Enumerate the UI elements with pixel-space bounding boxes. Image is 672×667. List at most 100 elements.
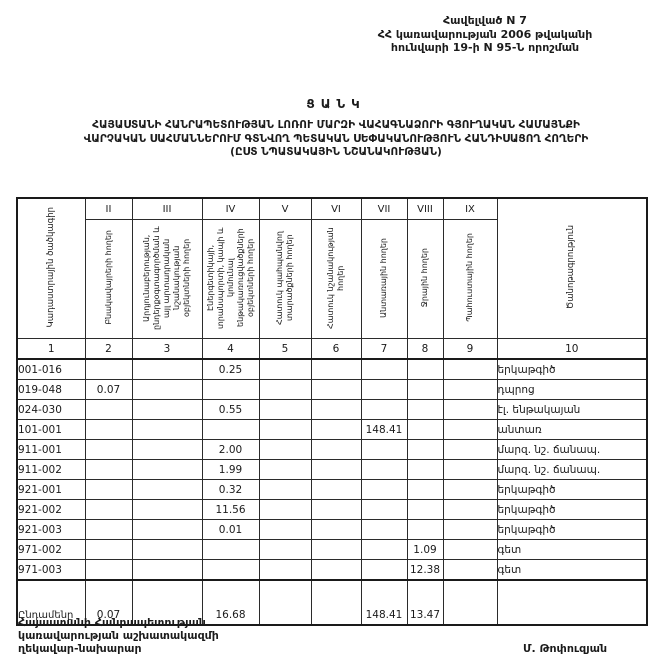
column-header: Հատուկ պահպանվող տարածքների հողեր <box>258 219 312 339</box>
value-cell: 0.25 <box>201 358 260 380</box>
value-cell: 148.41 <box>360 579 408 626</box>
value-cell: 0.07 <box>84 379 133 400</box>
table-row: 019-048 0.07 դպրոց <box>16 379 648 400</box>
note-cell: գետ <box>496 559 648 581</box>
total-row: Ընդամենը 0.07 16.68 148.41 13.47 <box>16 579 648 626</box>
value-cell <box>131 379 203 400</box>
table-row: 911-002 1.99 մարզ. նշ. ճանապ. <box>16 459 648 480</box>
column-number: 3 <box>131 338 203 360</box>
value-cell: 16.68 <box>201 579 260 626</box>
subtitle-line: ՀԱՅԱՍՏԱՆԻ ՀԱՆՐԱՊԵՏՈՒԹՅԱՆ ԼՈՌՈՒ ՄԱՐԶԻ ՎԱՀ… <box>92 119 580 131</box>
value-cell <box>406 379 444 400</box>
value-cell <box>310 499 362 520</box>
value-cell <box>406 399 444 420</box>
value-cell <box>258 579 312 626</box>
footer-signatory-block: Հայաստանի Հանրապետության կառավարության ա… <box>18 616 219 655</box>
value-cell <box>442 459 498 480</box>
value-cell <box>258 459 312 480</box>
value-cell <box>406 499 444 520</box>
note-cell: մարզ. նշ. ճանապ. <box>496 439 648 460</box>
value-cell: 12.38 <box>406 559 444 581</box>
note-cell: երկաթգիծ <box>496 358 648 380</box>
value-cell <box>84 479 133 500</box>
value-cell <box>360 479 408 500</box>
value-cell <box>360 379 408 400</box>
column-header: Հատուկ նշանակության հողեր <box>310 219 362 339</box>
value-cell: 13.47 <box>406 579 444 626</box>
column-number: 10 <box>496 338 648 360</box>
value-cell <box>201 559 260 581</box>
value-cell <box>442 399 498 420</box>
appendix-block: Հավելված N 7 ՀՀ կառավարության 2006 թվակա… <box>300 14 670 55</box>
table-row: 024-030 0.55 էլ. ենթակայան <box>16 399 648 420</box>
value-cell <box>84 358 133 380</box>
value-cell <box>442 419 498 440</box>
subtitle-line: (ԸՍՏ ՆՊԱՏԱԿԱՅԻՆ ՆՇԱՆԱԿՈՒԹՅԱՆ) <box>230 146 442 158</box>
value-cell: 1.09 <box>406 539 444 560</box>
column-numeral: IX <box>442 197 498 220</box>
value-cell <box>131 419 203 440</box>
title-block: ՑԱՆԿ ՀԱՅԱՍՏԱՆԻ ՀԱՆՐԱՊԵՏՈՒԹՅԱՆ ԼՈՌՈՒ ՄԱՐԶ… <box>0 97 672 160</box>
value-cell <box>84 559 133 581</box>
land-use-table: Կադաստրային ծածկագիր II III IV V VI VII … <box>16 197 648 626</box>
table-row: 971-003 12.38 գետ <box>16 559 648 581</box>
table-row: 921-003 0.01 երկաթգիծ <box>16 519 648 540</box>
column-number: 9 <box>442 338 498 360</box>
value-cell <box>131 559 203 581</box>
column-number: 7 <box>360 338 408 360</box>
value-cell <box>84 519 133 540</box>
note-header-label: Ծանոթագրություն <box>566 224 577 310</box>
note-cell <box>496 579 648 626</box>
value-cell <box>258 519 312 540</box>
footer-line: ղեկավար-նախարար <box>18 642 142 655</box>
note-cell: դպրոց <box>496 379 648 400</box>
value-cell <box>360 559 408 581</box>
cadastral-code-cell: 921-001 <box>16 479 86 500</box>
column-numeral: II <box>84 197 133 220</box>
value-cell: 1.99 <box>201 459 260 480</box>
value-cell <box>258 479 312 500</box>
value-cell <box>310 539 362 560</box>
value-cell <box>131 479 203 500</box>
cadastral-code-cell: 001-016 <box>16 358 86 380</box>
column-numeral: III <box>131 197 203 220</box>
number-row: 1 2 3 4 5 6 7 8 9 10 <box>16 338 648 360</box>
appendix-line: հունվարի 19-ի N 95-Ն որոշման <box>390 41 580 54</box>
value-cell <box>258 559 312 581</box>
column-numeral: V <box>258 197 312 220</box>
value-cell <box>310 358 362 380</box>
value-cell <box>310 439 362 460</box>
value-cell <box>131 439 203 460</box>
column-number: 8 <box>406 338 444 360</box>
value-cell <box>406 439 444 460</box>
value-cell <box>360 358 408 380</box>
value-cell <box>442 519 498 540</box>
value-cell: 0.07 <box>84 579 133 626</box>
value-cell <box>258 419 312 440</box>
value-cell <box>131 519 203 540</box>
cadastral-code-cell: 921-003 <box>16 519 86 540</box>
value-cell <box>442 358 498 380</box>
value-cell <box>84 539 133 560</box>
column-header: Բնակավայրերի հողեր <box>84 219 133 339</box>
cadastral-code-cell: 971-002 <box>16 539 86 560</box>
column-numeral: VIII <box>406 197 444 220</box>
column-number: 5 <box>258 338 312 360</box>
cadastral-code-cell: 911-001 <box>16 439 86 460</box>
value-cell: 0.32 <box>201 479 260 500</box>
footer-line: Հայաստանի Հանրապետության <box>18 616 206 629</box>
value-cell <box>84 439 133 460</box>
value-cell <box>406 479 444 500</box>
value-cell <box>84 499 133 520</box>
value-cell <box>84 419 133 440</box>
column-number: 4 <box>201 338 260 360</box>
column-header: Պահուստային հողեր <box>442 219 498 339</box>
page-title: ՑԱՆԿ <box>306 97 366 111</box>
value-cell <box>131 499 203 520</box>
value-cell <box>201 539 260 560</box>
value-cell <box>310 379 362 400</box>
value-cell <box>84 459 133 480</box>
table-body: 001-016 0.25 երկաթգիծ 019-048 0.07 դպրոց 024-0… <box>16 358 648 626</box>
value-cell: 2.00 <box>201 439 260 460</box>
column-header: Էներգետիկայի, տրանսպորտի, կապի և կոմունա… <box>201 219 260 339</box>
